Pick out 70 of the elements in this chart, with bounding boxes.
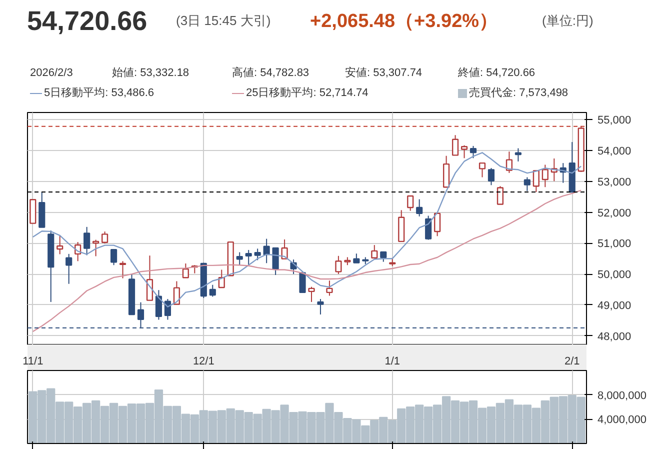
candlestick [101, 231, 108, 244]
text: 安値: 53,307.74 [345, 66, 422, 81]
candlestick [371, 244, 378, 258]
candlestick [514, 148, 522, 162]
candlestick [425, 215, 432, 240]
text: +2,065.48（+3.92%） [310, 10, 498, 34]
x-tick-label: 12/1 [192, 356, 214, 368]
legend-label: 売買代金: 7,573,498 [468, 86, 568, 101]
candlestick [119, 260, 126, 279]
candlestick [155, 290, 162, 320]
candlestick [496, 186, 504, 205]
candlestick [470, 145, 477, 159]
candlestick [443, 155, 450, 188]
candlestick [308, 286, 315, 302]
y-tick-label: 53,000 [598, 176, 632, 188]
legend-label: 5日移動平均: 53,486.6 [43, 86, 154, 101]
candlestick [532, 170, 540, 193]
candlestick [460, 144, 468, 159]
x-tick-label: 11/1 [22, 356, 44, 368]
text: 終値: 54,720.66 [458, 66, 536, 81]
text: 2026/2/3 [30, 66, 73, 81]
candlestick [317, 298, 324, 315]
candlestick [182, 262, 189, 278]
y-tick-label: 50,000 [598, 269, 632, 282]
candlestick [30, 199, 36, 224]
legend-label: 25日移動平均: 52,714.74 [245, 86, 368, 101]
candlestick [335, 255, 342, 275]
x-tick-label: 2/1 [564, 356, 580, 368]
y-tick-label: 54,000 [598, 145, 632, 158]
x-tick-label: 1/1 [384, 356, 400, 368]
text: (単位:円) [542, 12, 594, 30]
candlestick [110, 248, 118, 266]
chart-title: 54,720.66 [27, 5, 148, 38]
candlestick [209, 284, 216, 298]
text: (3日 15:45 大引) [176, 12, 271, 30]
text: 始値: 53,332.18 [112, 66, 190, 81]
candlestick [299, 272, 306, 294]
candlestick [353, 253, 360, 264]
text: 高値: 54,782.83 [232, 66, 310, 81]
candlestick [272, 247, 279, 276]
y-tick-label: 49,000 [598, 300, 632, 312]
candlestick [407, 195, 414, 212]
candlestick [146, 255, 154, 301]
candlestick [326, 280, 333, 296]
y-tick-label: 52,000 [598, 207, 632, 220]
y-tick-label: 4,000,000 [598, 414, 646, 426]
candlestick [281, 238, 288, 260]
candlestick [254, 248, 261, 261]
y-tick-label: 48,000 [598, 330, 632, 343]
candlestick [84, 226, 90, 256]
candlestick [416, 198, 423, 217]
candlestick [236, 252, 243, 266]
candlestick [380, 251, 387, 262]
candlestick [452, 134, 459, 156]
candlestick [478, 162, 486, 178]
candlestick [245, 249, 252, 266]
line-series [32, 190, 582, 332]
candlestick [542, 164, 548, 188]
y-tick-label: 51,000 [598, 238, 632, 250]
y-tick-label: 8,000,000 [598, 390, 646, 402]
candlestick [56, 234, 64, 255]
candlestick [488, 168, 495, 186]
candlestick [66, 253, 72, 284]
candlestick [164, 298, 171, 320]
candlestick [524, 176, 530, 192]
y-tick-label: 55,000 [598, 114, 632, 127]
candlestick [173, 280, 180, 305]
candlestick [506, 151, 513, 174]
candlestick [92, 239, 100, 257]
candlestick [434, 212, 441, 237]
